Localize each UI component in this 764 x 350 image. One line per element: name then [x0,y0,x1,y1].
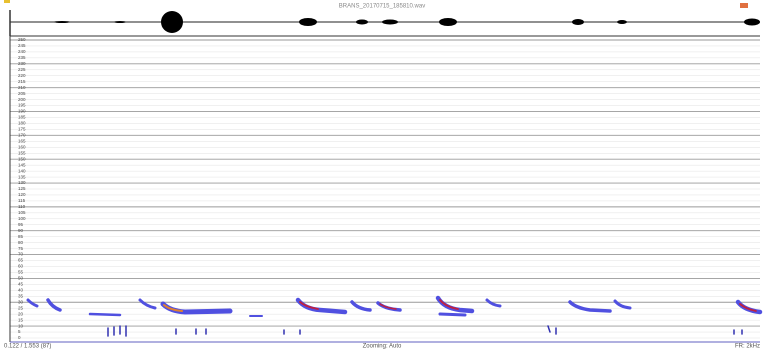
waveform-burst [439,18,457,26]
frequency-tick-label: 55 [18,270,24,275]
frequency-tick-label: 65 [18,258,24,263]
frequency-tick-label: 150 [18,156,26,161]
call [568,300,612,313]
waveform-burst [617,20,627,24]
frequency-tick-label: 160 [18,144,26,149]
status-zoom: Zooming: Auto [363,344,402,350]
frequency-tick-label: 60 [18,264,24,269]
frequency-tick-label: 0 [18,335,21,340]
frequency-tick-label: 140 [18,168,26,173]
call [613,299,632,310]
frequency-tick-label: 120 [18,192,26,197]
frequency-tick-label: 235 [18,55,26,60]
frequency-tick-label: 175 [18,127,26,132]
waveform-burst [356,19,368,25]
waveform-burst [744,18,760,26]
close-button[interactable] [740,3,748,8]
waveform-burst [382,19,398,25]
frequency-tick-label: 10 [18,323,24,328]
call-core [439,299,459,310]
call [438,312,467,317]
call-core [299,301,319,310]
frequency-tick-label: 185 [18,115,26,120]
call [46,298,62,312]
frequency-tick-label: 165 [18,139,26,144]
frequency-tick-label: 180 [18,121,26,126]
frequency-tick-label: 85 [18,234,24,239]
frequency-tick-label: 35 [18,293,24,298]
file-title: BRANS_20170715_185810.wav [339,4,425,10]
frequency-tick-label: 145 [18,162,26,167]
frequency-tick-label: 230 [18,61,26,66]
frequency-tick-label: 5 [18,329,21,334]
frequency-tick-label: 25 [18,305,24,310]
frequency-tick-label: 45 [18,282,24,287]
frequency-tick-label: 135 [18,174,26,179]
frequency-tick-label: 75 [18,246,24,251]
frequency-grid: 2502452402352302252202152102052001951901… [10,37,760,340]
frequency-tick-label: 195 [18,103,26,108]
frequency-tick-label: 95 [18,222,24,227]
frequency-tick-label: 30 [18,299,24,304]
frequency-tick-label: 15 [18,317,24,322]
waveform-burst [299,18,317,26]
frequency-tick-label: 225 [18,67,26,72]
frequency-tick-label: 250 [18,37,26,42]
waveform-burst [572,19,584,25]
frequency-tick-label: 240 [18,49,26,54]
call [138,298,157,310]
frequency-tick-label: 80 [18,240,24,245]
frequency-tick-label: 100 [18,216,26,221]
waveform-burst [54,21,70,23]
frequency-tick-label: 200 [18,97,26,102]
frequency-tick-label: 90 [18,228,24,233]
call-core [739,303,757,312]
frequency-tick-label: 110 [18,204,26,209]
waveform-burst [161,11,183,33]
frequency-tick-label: 220 [18,73,26,78]
frequency-tick-label: 70 [18,252,24,257]
frequency-tick-label: 205 [18,91,26,96]
frequency-tick-label: 170 [18,133,26,138]
call [88,312,122,317]
waveform [4,0,760,36]
call [350,300,372,312]
frequency-tick-label: 20 [18,311,24,316]
frequency-tick-label: 40 [18,288,24,293]
calls [26,295,763,337]
call-core [379,303,397,310]
call-core [163,304,183,312]
call [485,298,502,308]
status-position: 0.122 / 1.553 (87) [4,344,51,350]
waveform-burst [114,21,126,23]
frequency-tick-label: 50 [18,276,24,281]
status-resolution: FR: 2kHz [735,344,760,350]
frequency-tick-label: 245 [18,43,26,48]
frequency-tick-label: 210 [18,85,26,90]
frequency-tick-label: 190 [18,109,26,114]
frequency-tick-label: 125 [18,186,26,191]
frequency-tick-label: 215 [18,79,26,84]
call [26,298,39,308]
frequency-tick-label: 130 [18,180,26,185]
frequency-tick-label: 105 [18,210,26,215]
low-marks [107,325,743,337]
frequency-tick-label: 155 [18,150,26,155]
marker [4,0,10,3]
frequency-tick-label: 115 [18,198,26,203]
